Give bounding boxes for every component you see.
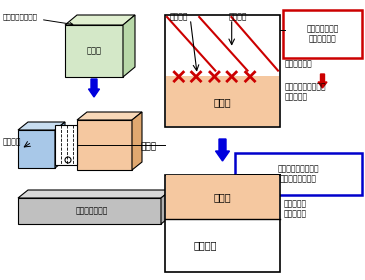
- Text: ゲート: ゲート: [87, 46, 101, 55]
- Text: 界面欠陽: 界面欠陽: [170, 12, 188, 21]
- Circle shape: [65, 157, 71, 163]
- Text: ソース: ソース: [214, 192, 231, 202]
- FancyBboxPatch shape: [77, 120, 132, 170]
- Text: ソース: ソース: [214, 97, 231, 107]
- FancyBboxPatch shape: [65, 25, 123, 77]
- Polygon shape: [77, 112, 142, 120]
- Text: 埋め込み酸化層: 埋め込み酸化層: [75, 207, 108, 216]
- FancyBboxPatch shape: [18, 198, 161, 224]
- FancyArrow shape: [318, 74, 327, 88]
- Text: チャネル: チャネル: [193, 240, 217, 250]
- FancyBboxPatch shape: [18, 130, 55, 168]
- FancyBboxPatch shape: [235, 153, 362, 195]
- Text: ソース: ソース: [141, 143, 157, 151]
- Text: 欠陽のない
高品質接合: 欠陽のない 高品質接合: [284, 199, 307, 219]
- FancyBboxPatch shape: [165, 15, 280, 127]
- FancyBboxPatch shape: [166, 175, 279, 219]
- FancyBboxPatch shape: [166, 76, 279, 126]
- FancyArrow shape: [215, 139, 230, 161]
- Text: 酸化被膜残留: 酸化被膜残留: [285, 60, 313, 69]
- FancyBboxPatch shape: [165, 175, 280, 272]
- FancyBboxPatch shape: [55, 125, 77, 165]
- Polygon shape: [18, 122, 65, 130]
- Polygon shape: [132, 112, 142, 170]
- Text: エピタキシャル層に
欠陽が発生: エピタキシャル層に 欠陽が発生: [285, 82, 327, 102]
- Text: フッ酸を用いた
通常の前洗浄: フッ酸を用いた 通常の前洗浄: [306, 24, 339, 44]
- Text: エピタキシャル層: エピタキシャル層: [3, 13, 73, 25]
- FancyArrow shape: [88, 79, 100, 97]
- Polygon shape: [18, 190, 171, 198]
- Polygon shape: [123, 15, 135, 77]
- Text: ドレイン: ドレイン: [3, 137, 22, 146]
- Polygon shape: [65, 15, 135, 25]
- Text: 積層欠陽: 積層欠陽: [228, 12, 247, 21]
- Polygon shape: [161, 190, 171, 224]
- Polygon shape: [55, 122, 65, 168]
- Text: 酸化と酸化膜劑離を
繰り返す新規洗浄: 酸化と酸化膜劑離を 繰り返す新規洗浄: [278, 164, 319, 184]
- FancyBboxPatch shape: [283, 10, 362, 58]
